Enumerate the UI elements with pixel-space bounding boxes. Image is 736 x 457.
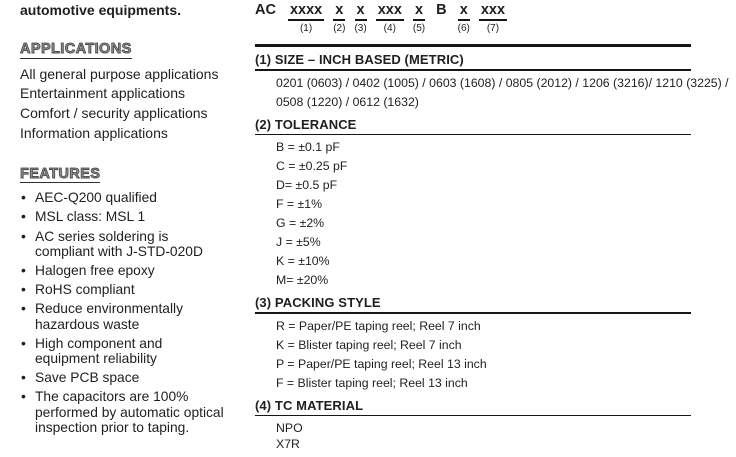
content-line: X7R xyxy=(276,436,300,451)
section-content: R = Paper/PE taping reel; Reel 7 inch K … xyxy=(255,317,691,393)
part-number-segment: x (6) xyxy=(458,2,470,35)
section-header: (4) TC MATERIAL xyxy=(255,397,364,413)
content-line: M= ±20% xyxy=(276,273,329,287)
applications-heading-wrap: APPLICATIONS xyxy=(20,40,240,59)
section-header: (2) TOLERANCE xyxy=(255,116,357,132)
applications-heading: APPLICATIONS xyxy=(20,41,132,59)
part-number: AC xxxx (1) x (2) x (3) xyxy=(255,2,691,35)
features-heading-wrap: FEATURES xyxy=(20,165,240,184)
content-line: G = ±2% xyxy=(276,216,325,230)
content-line: NPO xyxy=(276,421,303,435)
content-line: J = ±5% xyxy=(276,235,321,249)
segment-code: xxx xyxy=(478,2,508,21)
section-header: (1) SIZE – INCH BASED (METRIC) xyxy=(255,52,464,67)
segment-index: (6) xyxy=(457,23,470,34)
part-number-segment: xxxx (1) xyxy=(287,2,325,35)
segment-index: (5) xyxy=(412,23,426,34)
ordering-section: (4) TC MATERIAL NPO X7R xyxy=(255,396,691,453)
application-item: Comfort / security applications xyxy=(20,105,208,122)
feature-item: AC series soldering is compliant with J-… xyxy=(20,229,240,259)
segment-index: (7) xyxy=(486,23,500,34)
ordering-sections: (1) SIZE – INCH BASED (METRIC) 0201 (060… xyxy=(255,50,729,453)
application-item: Information applications xyxy=(20,124,168,141)
segment-code: x xyxy=(333,2,346,21)
divider-thin xyxy=(255,133,691,135)
content-line: F = Blister taping reel; Reel 13 inch xyxy=(276,375,468,390)
content-line: P = Paper/PE taping reel; Reel 13 inch xyxy=(276,356,487,371)
part-number-segment: x (3) xyxy=(354,2,366,35)
section-content: 0201 (0603) / 0402 (1005) / 0603 (1608) … xyxy=(255,74,729,112)
section-header: (3) PACKING STYLE xyxy=(255,295,381,310)
feature-item: The capacitors are 100% performed by aut… xyxy=(20,389,240,435)
segment-code: x xyxy=(412,2,426,21)
segment-code: xxx xyxy=(375,2,404,21)
intro-text: automotive equipments. xyxy=(20,2,182,18)
feature-item: High component and equipment reliability xyxy=(20,336,240,366)
ordering-section: (2) TOLERANCE B = ±0.1 pF C = ±0.25 pF D… xyxy=(255,115,691,291)
application-item: Entertainment applications xyxy=(20,85,185,102)
application-item: All general purpose applications xyxy=(20,65,219,82)
content-line: F = ±1% xyxy=(276,197,323,211)
part-number-segments: xxxx (1) x (2) x (3) xxx xyxy=(287,2,508,35)
content-line: K = Blister taping reel; Reel 7 inch xyxy=(276,337,462,352)
features-heading: FEATURES xyxy=(20,165,101,184)
segment-index: (3) xyxy=(354,23,367,34)
segment-index: (4) xyxy=(383,23,396,34)
segment-index: (1) xyxy=(299,23,313,34)
part-number-segment: x (5) xyxy=(413,2,425,35)
segment-index: (2) xyxy=(333,23,346,34)
feature-item: MSL class: MSL 1 xyxy=(20,209,240,224)
ordering-section: (3) PACKING STYLE R = Paper/PE taping re… xyxy=(255,293,691,393)
feature-item: Halogen free epoxy xyxy=(20,263,240,278)
content-line: B = ±0.1 pF xyxy=(276,140,340,154)
content-line: K = ±10% xyxy=(276,254,330,268)
segment-code: x xyxy=(354,2,367,21)
features-list: AEC-Q200 qualified MSL class: MSL 1 AC s… xyxy=(20,190,240,435)
part-number-segment: xxx (4) xyxy=(375,2,404,35)
content-line: R = Paper/PE taping reel; Reel 7 inch xyxy=(276,318,481,333)
feature-item: AEC-Q200 qualified xyxy=(20,190,240,205)
part-number-segment: x (2) xyxy=(333,2,345,35)
divider-thick xyxy=(255,44,691,47)
section-content: NPO X7R xyxy=(255,421,691,452)
content-line: 0201 (0603) / 0402 (1005) / 0603 (1608) … xyxy=(276,75,729,109)
left-column: automotive equipments. APPLICATIONS All … xyxy=(20,2,240,439)
divider-thin xyxy=(255,312,691,314)
divider-thin xyxy=(255,69,691,71)
segment-code: xxxx xyxy=(287,2,325,21)
divider-thin xyxy=(255,414,691,416)
part-number-segment: xxx (7) xyxy=(478,2,508,35)
feature-item: Reduce environmentally hazardous waste xyxy=(20,301,240,331)
part-number-segment: B xyxy=(434,2,448,35)
section-content: B = ±0.1 pF C = ±0.25 pF D= ±0.5 pF F = … xyxy=(255,138,691,290)
right-column: AC xxxx (1) x (2) x (3) xyxy=(255,2,729,455)
segment-code: B xyxy=(436,2,447,18)
content-line: D= ±0.5 pF xyxy=(276,178,338,192)
feature-item: RoHS compliant xyxy=(20,282,240,297)
segment-code: x xyxy=(457,2,470,21)
feature-item: Save PCB space xyxy=(20,370,240,385)
content-line: C = ±0.25 pF xyxy=(276,159,348,173)
ordering-section: (1) SIZE – INCH BASED (METRIC) 0201 (060… xyxy=(255,50,729,112)
applications-list: All general purpose applications Enterta… xyxy=(20,65,240,144)
part-number-prefix: AC xyxy=(255,2,276,18)
